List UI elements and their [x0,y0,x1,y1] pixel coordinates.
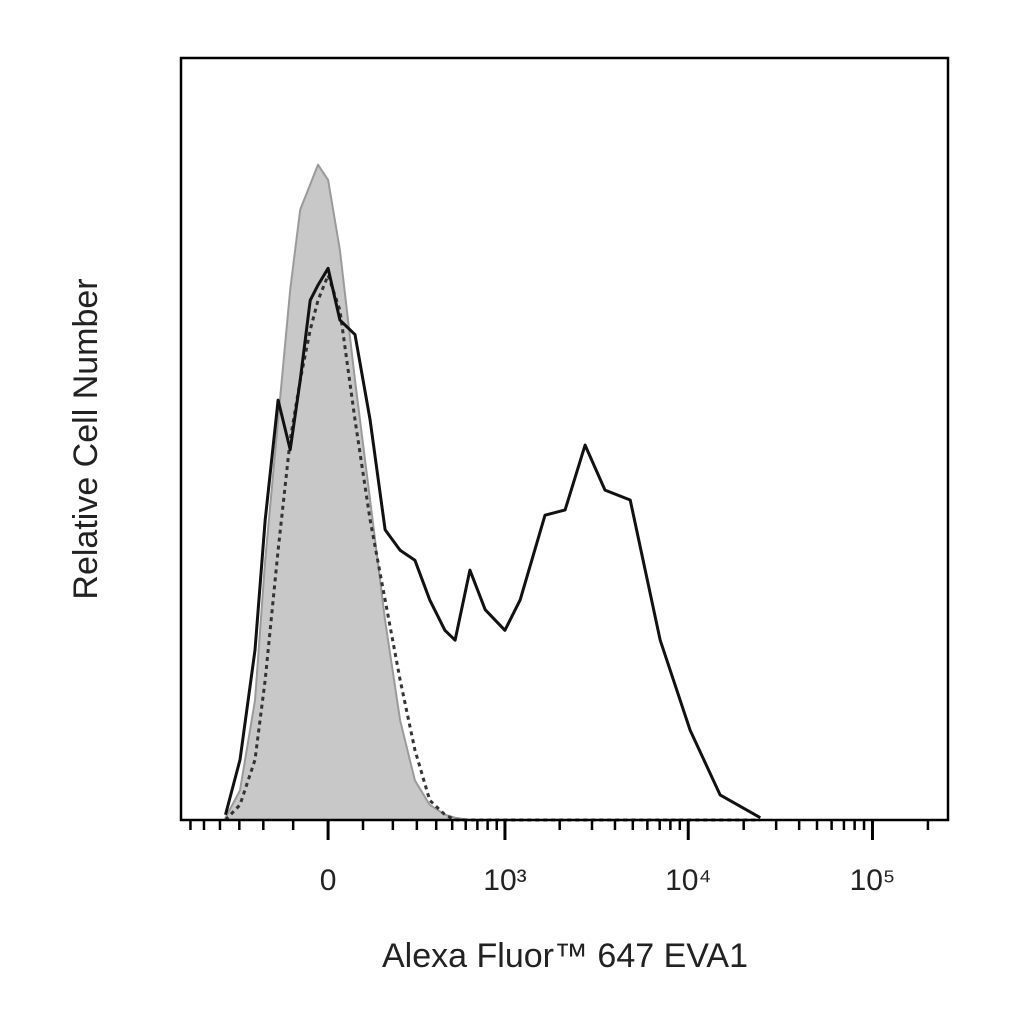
histogram-line [224,266,762,820]
y-axis-label: Relative Cell Number [67,278,105,599]
x-tick-label: 10³ [483,864,526,897]
plot-frame [179,56,950,822]
x-axis-label: Alexa Fluor™ 647 EVA1 [382,937,748,975]
histogram-area [224,163,762,821]
x-tick-label: 10⁵ [850,864,896,897]
x-tick-label: 10⁴ [665,864,711,897]
x-tick-label: 0 [320,864,337,897]
